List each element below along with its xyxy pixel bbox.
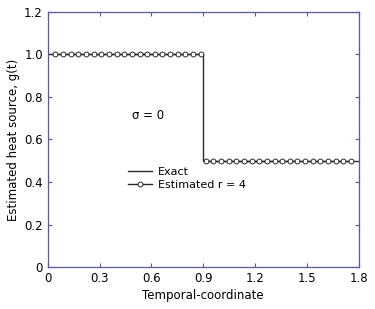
Y-axis label: Estimated heat source, g(t): Estimated heat source, g(t) <box>7 58 20 221</box>
Legend: Exact, Estimated r = 4: Exact, Estimated r = 4 <box>128 167 246 190</box>
X-axis label: Temporal-coordinate: Temporal-coordinate <box>142 289 264 302</box>
Text: σ = 0: σ = 0 <box>132 109 164 122</box>
